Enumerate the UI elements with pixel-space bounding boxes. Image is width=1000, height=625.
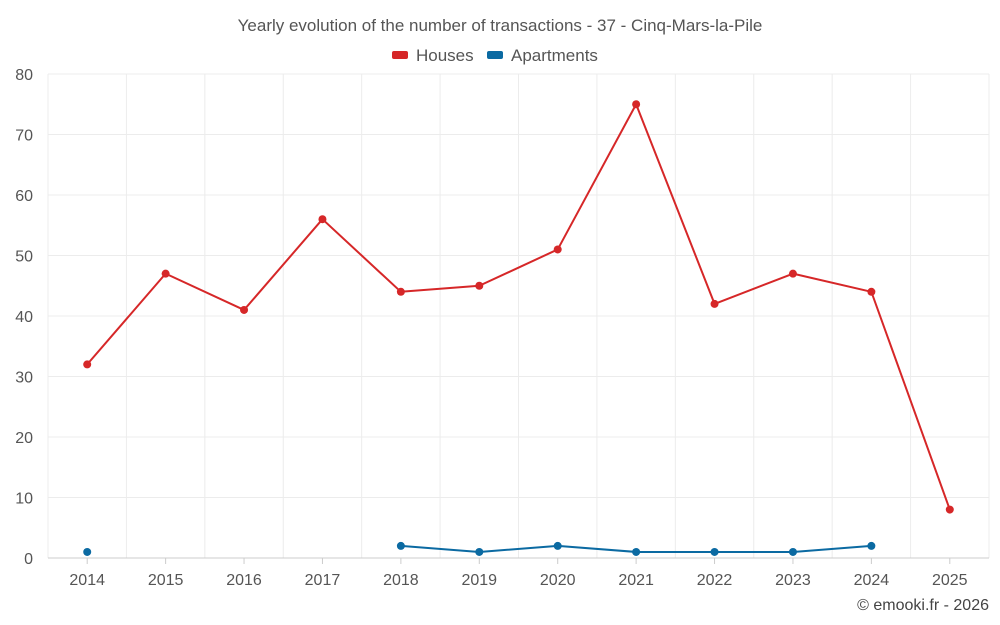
data-point-houses[interactable] [240,305,249,314]
y-tick-label: 60 [15,188,33,205]
chart-title: Yearly evolution of the number of transa… [238,16,763,35]
x-tick-label: 2018 [383,572,419,589]
data-point-houses[interactable] [788,269,797,278]
legend: Houses Apartments [392,46,598,65]
x-tick-label: 2015 [148,572,184,589]
x-tick-label: 2017 [305,572,341,589]
x-tick-label: 2021 [618,572,654,589]
x-tick-label: 2019 [461,572,497,589]
series-line-houses [86,103,951,510]
credit-text: © emooki.fr - 2026 [857,597,989,614]
legend-label-houses[interactable]: Houses [416,46,474,65]
x-tick-label: 2016 [226,572,262,589]
x-tick-label: 2023 [775,572,811,589]
data-point-houses[interactable] [161,269,170,278]
y-tick-label: 30 [15,370,33,387]
x-tick-label: 2025 [932,572,968,589]
axes: 0 10 20 30 40 50 60 70 80 2014 2015 2016 2017 2018 201… [15,67,989,589]
series-layer [83,100,954,556]
data-point-apartments[interactable] [475,547,484,556]
data-point-houses[interactable] [632,100,641,109]
data-point-houses[interactable] [867,287,876,296]
y-tick-label: 70 [15,128,33,145]
data-point-apartments[interactable] [553,541,562,550]
data-point-houses[interactable] [475,281,484,290]
data-point-apartments[interactable] [867,541,876,550]
data-point-houses[interactable] [553,245,562,254]
legend-swatch-houses [392,51,408,59]
gridlines [47,73,990,558]
y-tick-label: 50 [15,249,33,266]
data-point-houses[interactable] [83,360,92,369]
legend-swatch-apartments [487,51,503,59]
x-tick-label: 2014 [69,572,105,589]
data-point-houses[interactable] [396,287,405,296]
data-point-houses[interactable] [710,299,719,308]
y-tick-label: 10 [15,491,33,508]
y-tick-label: 0 [24,551,33,568]
y-tick-label: 40 [15,309,33,326]
x-tick-label: 2024 [854,572,890,589]
data-point-apartments[interactable] [710,547,719,556]
data-point-apartments[interactable] [83,547,92,556]
data-point-houses[interactable] [318,215,327,224]
x-tick-label: 2022 [697,572,733,589]
data-point-apartments[interactable] [632,547,641,556]
y-tick-label: 80 [15,67,33,84]
data-point-houses[interactable] [945,505,954,514]
data-point-apartments[interactable] [396,541,405,550]
data-point-apartments[interactable] [788,547,797,556]
y-tick-label: 20 [15,430,33,447]
legend-label-apartments[interactable]: Apartments [511,46,598,65]
x-tick-label: 2020 [540,572,576,589]
